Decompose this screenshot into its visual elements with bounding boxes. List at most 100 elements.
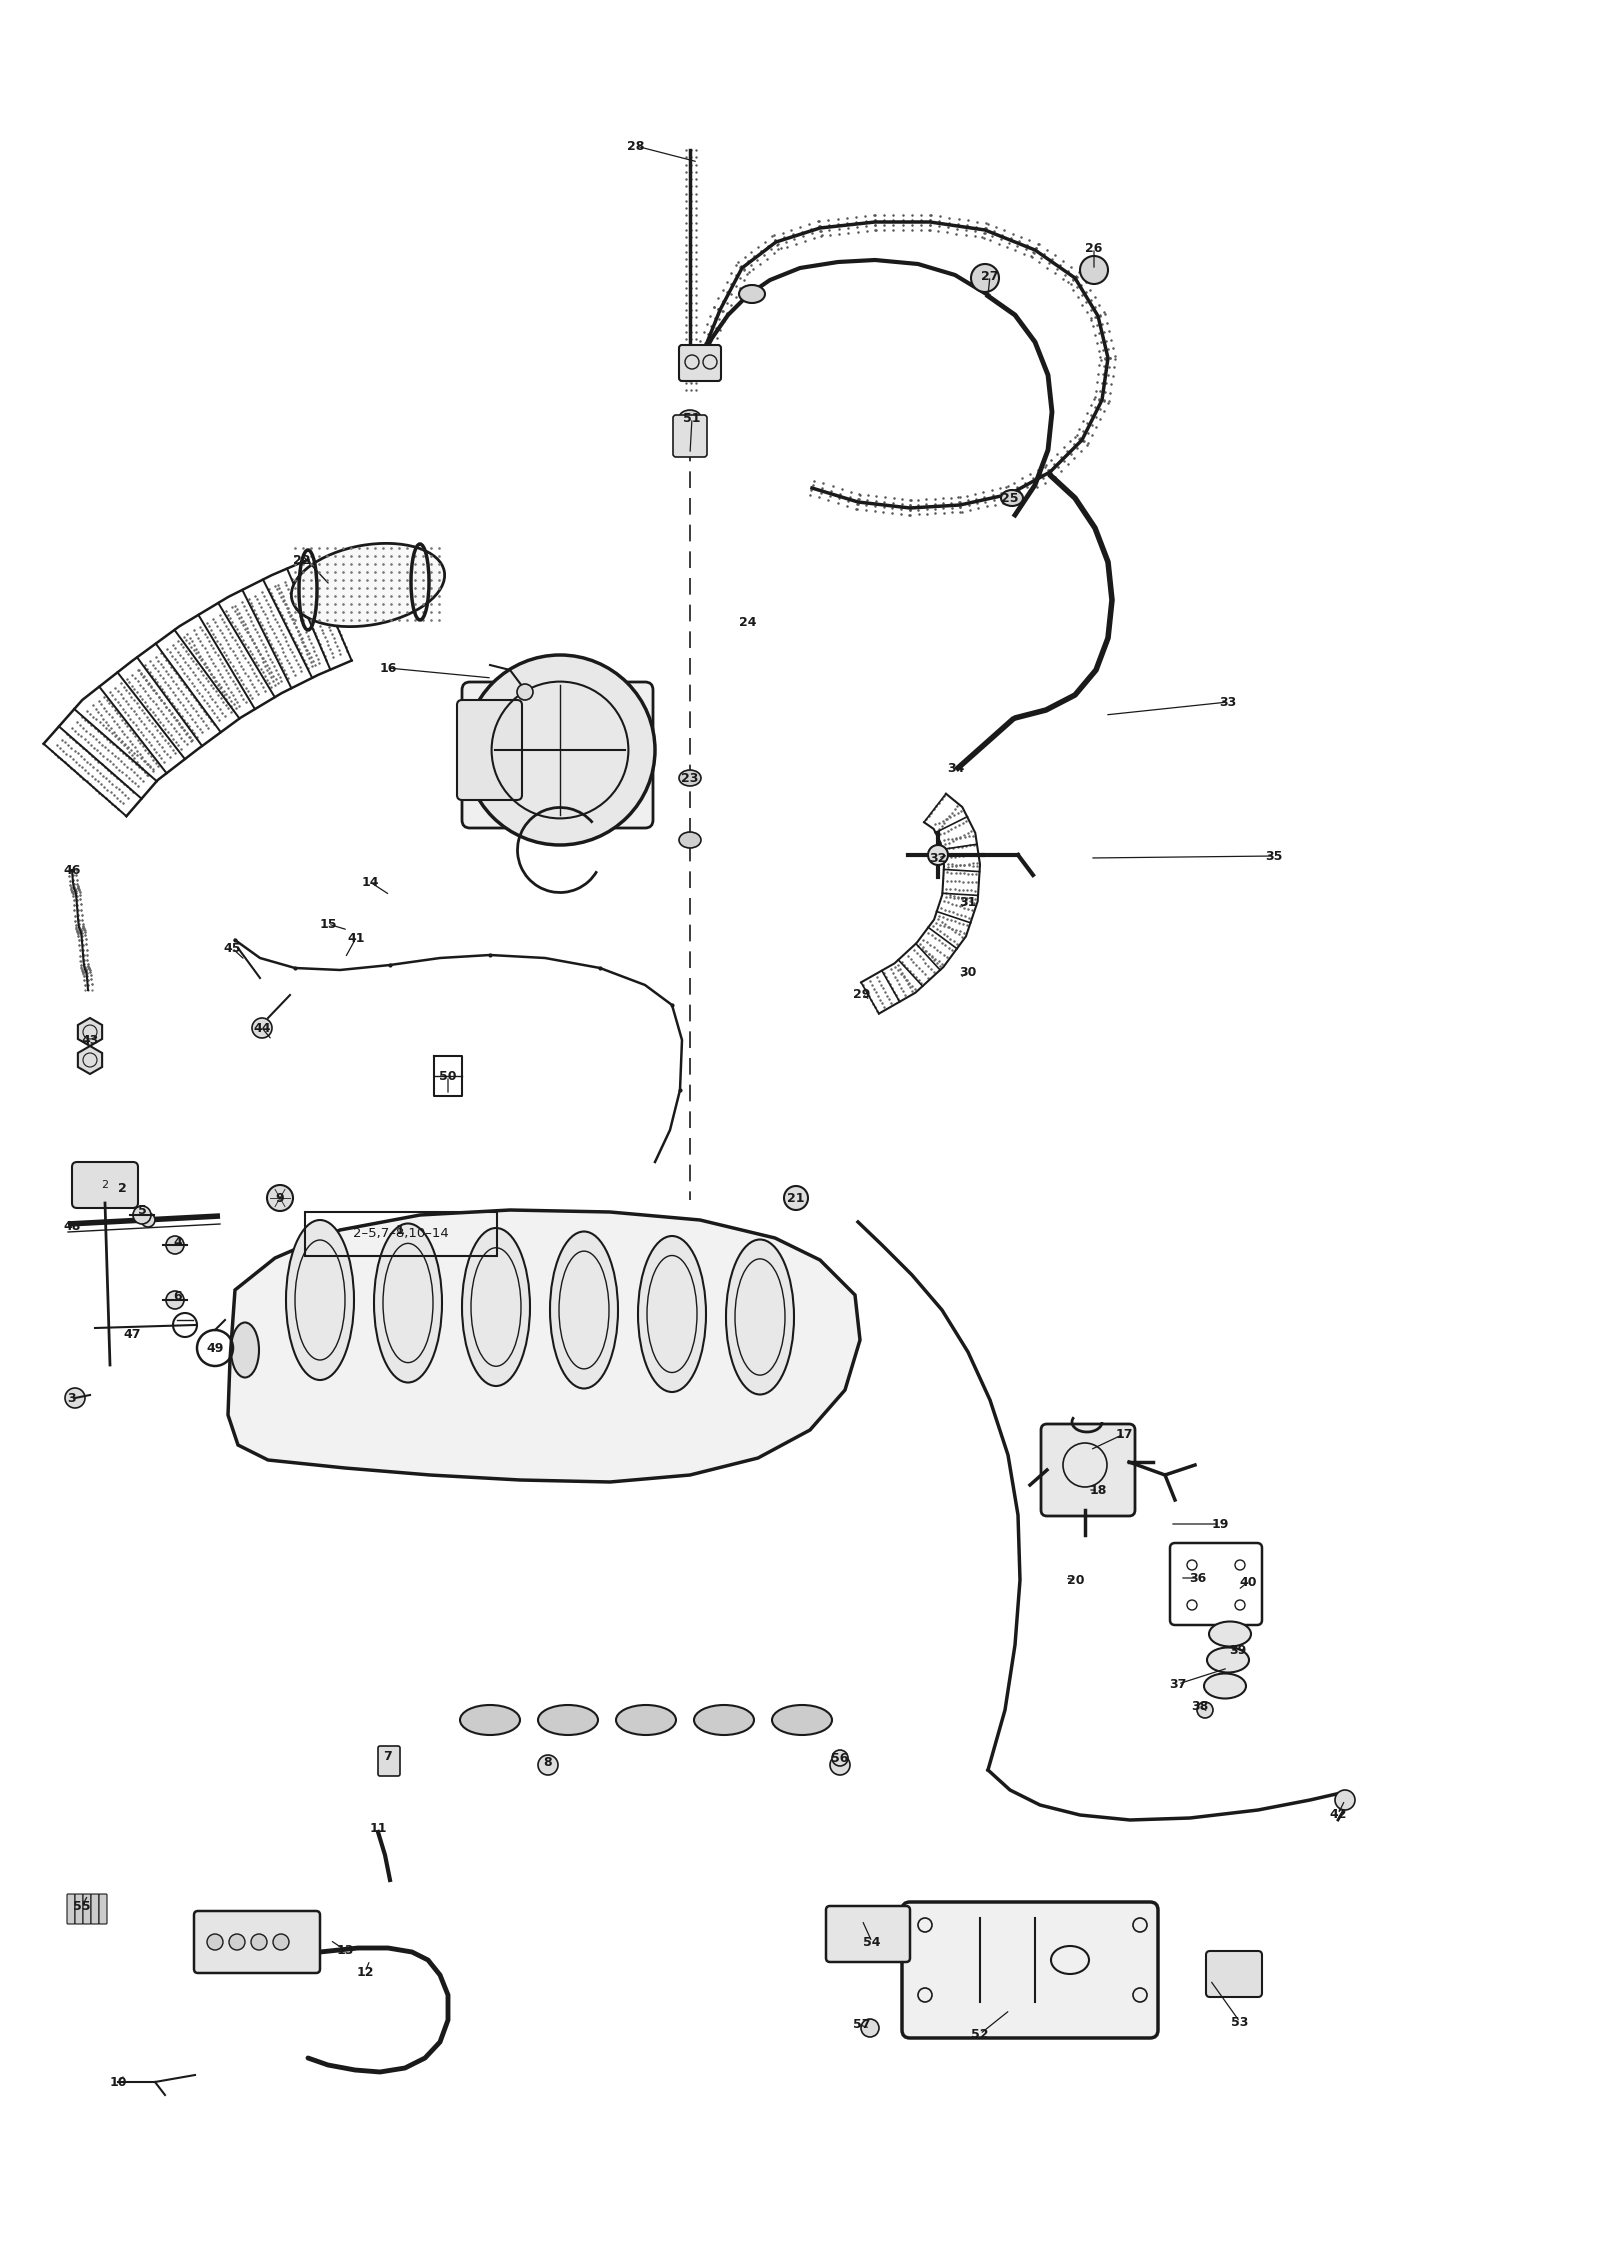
- Text: 44: 44: [253, 1022, 270, 1034]
- Circle shape: [66, 1389, 85, 1407]
- Text: 39: 39: [1229, 1644, 1246, 1656]
- Ellipse shape: [538, 1706, 598, 1735]
- Text: 19: 19: [1211, 1518, 1229, 1531]
- Circle shape: [251, 1934, 267, 1950]
- FancyBboxPatch shape: [674, 414, 707, 457]
- Circle shape: [538, 1755, 558, 1776]
- Text: 41: 41: [347, 932, 365, 946]
- FancyBboxPatch shape: [826, 1907, 910, 1961]
- Ellipse shape: [678, 409, 701, 425]
- Text: 43: 43: [82, 1034, 99, 1047]
- Text: 57: 57: [853, 2018, 870, 2031]
- Text: 7: 7: [384, 1749, 392, 1762]
- Text: 21: 21: [787, 1192, 805, 1203]
- Ellipse shape: [1205, 1674, 1246, 1699]
- FancyBboxPatch shape: [1206, 1952, 1262, 1997]
- Ellipse shape: [291, 543, 445, 627]
- Text: 32: 32: [930, 851, 947, 864]
- FancyBboxPatch shape: [1042, 1425, 1134, 1516]
- Text: 8: 8: [544, 1755, 552, 1769]
- Circle shape: [830, 1755, 850, 1776]
- Ellipse shape: [771, 1706, 832, 1735]
- FancyBboxPatch shape: [67, 1893, 75, 1925]
- Circle shape: [971, 265, 998, 292]
- Ellipse shape: [638, 1235, 706, 1391]
- Ellipse shape: [462, 1228, 530, 1387]
- Text: 49: 49: [206, 1341, 224, 1355]
- Text: 10: 10: [109, 2077, 126, 2088]
- Text: 3: 3: [67, 1391, 77, 1405]
- Text: 40: 40: [1240, 1577, 1256, 1588]
- FancyBboxPatch shape: [458, 699, 522, 801]
- Circle shape: [928, 846, 947, 864]
- Text: 23: 23: [682, 771, 699, 785]
- Circle shape: [784, 1185, 808, 1210]
- Text: 20: 20: [1067, 1574, 1085, 1586]
- Polygon shape: [78, 1018, 102, 1045]
- Text: 9: 9: [275, 1192, 285, 1203]
- Text: 33: 33: [1219, 694, 1237, 708]
- Text: 35: 35: [1266, 851, 1283, 862]
- Text: 26: 26: [1085, 242, 1102, 256]
- Circle shape: [133, 1206, 150, 1224]
- FancyBboxPatch shape: [83, 1893, 91, 1925]
- Text: 5: 5: [138, 1203, 146, 1217]
- Text: 12: 12: [357, 1966, 374, 1979]
- Text: 46: 46: [64, 864, 80, 875]
- Ellipse shape: [726, 1240, 794, 1393]
- Polygon shape: [229, 1210, 861, 1482]
- FancyBboxPatch shape: [462, 683, 653, 828]
- FancyBboxPatch shape: [902, 1902, 1158, 2038]
- Circle shape: [141, 1212, 155, 1226]
- FancyBboxPatch shape: [678, 346, 722, 380]
- Ellipse shape: [230, 1323, 259, 1378]
- Text: 2: 2: [101, 1181, 109, 1190]
- Text: 29: 29: [853, 988, 870, 1000]
- Text: 22: 22: [293, 554, 310, 566]
- Text: 27: 27: [981, 269, 998, 283]
- Circle shape: [861, 2020, 878, 2038]
- Text: 47: 47: [123, 1328, 141, 1341]
- Ellipse shape: [694, 1706, 754, 1735]
- Text: 54: 54: [864, 1936, 880, 1948]
- Text: 4: 4: [174, 1235, 182, 1249]
- Text: 37: 37: [1170, 1678, 1187, 1690]
- Ellipse shape: [616, 1706, 675, 1735]
- Text: 34: 34: [947, 762, 965, 774]
- Text: 11: 11: [370, 1821, 387, 1834]
- Ellipse shape: [678, 832, 701, 848]
- Text: 13: 13: [336, 1943, 354, 1957]
- Text: 6: 6: [174, 1289, 182, 1303]
- Ellipse shape: [1210, 1622, 1251, 1647]
- Text: 1: 1: [395, 1224, 405, 1237]
- FancyBboxPatch shape: [91, 1893, 99, 1925]
- Ellipse shape: [461, 1706, 520, 1735]
- Text: 17: 17: [1115, 1427, 1133, 1441]
- Text: 16: 16: [379, 661, 397, 674]
- Text: 42: 42: [1330, 1807, 1347, 1821]
- FancyBboxPatch shape: [75, 1893, 83, 1925]
- Circle shape: [229, 1934, 245, 1950]
- Circle shape: [166, 1292, 184, 1310]
- Ellipse shape: [286, 1219, 354, 1380]
- Ellipse shape: [550, 1231, 618, 1389]
- Text: 51: 51: [683, 412, 701, 425]
- Text: 15: 15: [320, 918, 336, 930]
- Circle shape: [1197, 1701, 1213, 1719]
- Text: 56: 56: [832, 1751, 848, 1764]
- Circle shape: [1334, 1789, 1355, 1810]
- Text: 18: 18: [1090, 1484, 1107, 1497]
- Circle shape: [466, 656, 654, 846]
- Text: 45: 45: [224, 941, 240, 955]
- Text: 53: 53: [1232, 2015, 1248, 2029]
- FancyBboxPatch shape: [72, 1163, 138, 1208]
- Ellipse shape: [678, 769, 701, 785]
- Text: 14: 14: [362, 875, 379, 889]
- Polygon shape: [78, 1045, 102, 1074]
- Circle shape: [267, 1185, 293, 1210]
- Text: 24: 24: [739, 615, 757, 629]
- FancyBboxPatch shape: [378, 1746, 400, 1776]
- Circle shape: [832, 1751, 848, 1767]
- Circle shape: [517, 683, 533, 699]
- Text: 50: 50: [440, 1070, 456, 1083]
